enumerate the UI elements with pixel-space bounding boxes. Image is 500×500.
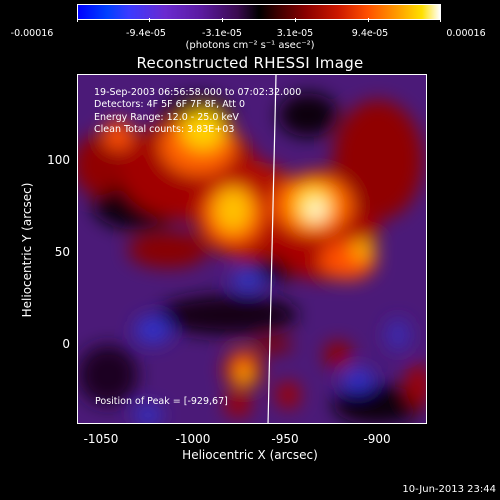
rhessi-image: [77, 74, 427, 424]
colorbar: [77, 4, 441, 20]
energy-range: Energy Range: 12.0 - 25.0 keV: [94, 112, 239, 123]
peak-position: Position of Peak = [-929,67]: [95, 396, 228, 407]
clean-info: Clean Total counts: 3.83E+03: [94, 124, 235, 135]
colorbar-tick: -9.4e-05: [126, 28, 166, 39]
colorbar-tick: -3.1e-05: [202, 28, 242, 39]
y-tick: 0: [62, 337, 70, 351]
intensity-map: [78, 75, 426, 423]
y-axis-label: Heliocentric Y (arcsec): [20, 182, 34, 318]
colorbar-units: (photons cm⁻² s⁻¹ asec⁻²): [185, 40, 315, 51]
x-tick: -900: [363, 432, 391, 446]
x-axis-label: Heliocentric X (arcsec): [182, 448, 318, 462]
colorbar-tick: 3.1e-05: [276, 28, 314, 39]
colorbar-tick: 9.4e-05: [351, 28, 389, 39]
y-tick: 50: [54, 245, 70, 259]
x-tick: -1000: [175, 432, 211, 446]
time-range: 19-Sep-2003 06:56:58.000 to 07:02:32.000: [94, 87, 302, 98]
detectors-info: Detectors: 4F 5F 6F 7F 8F, Att 0: [94, 99, 246, 110]
x-tick: -1050: [83, 432, 119, 446]
image-title: Reconstructed RHESSI Image: [136, 54, 364, 72]
colorbar-tick: -0.00016: [10, 28, 54, 39]
x-tick: -950: [271, 432, 299, 446]
generated-date: 10-Jun-2013 23:44: [402, 484, 496, 495]
y-tick: 100: [47, 153, 70, 167]
colorbar-tick: 0.00016: [446, 28, 486, 39]
